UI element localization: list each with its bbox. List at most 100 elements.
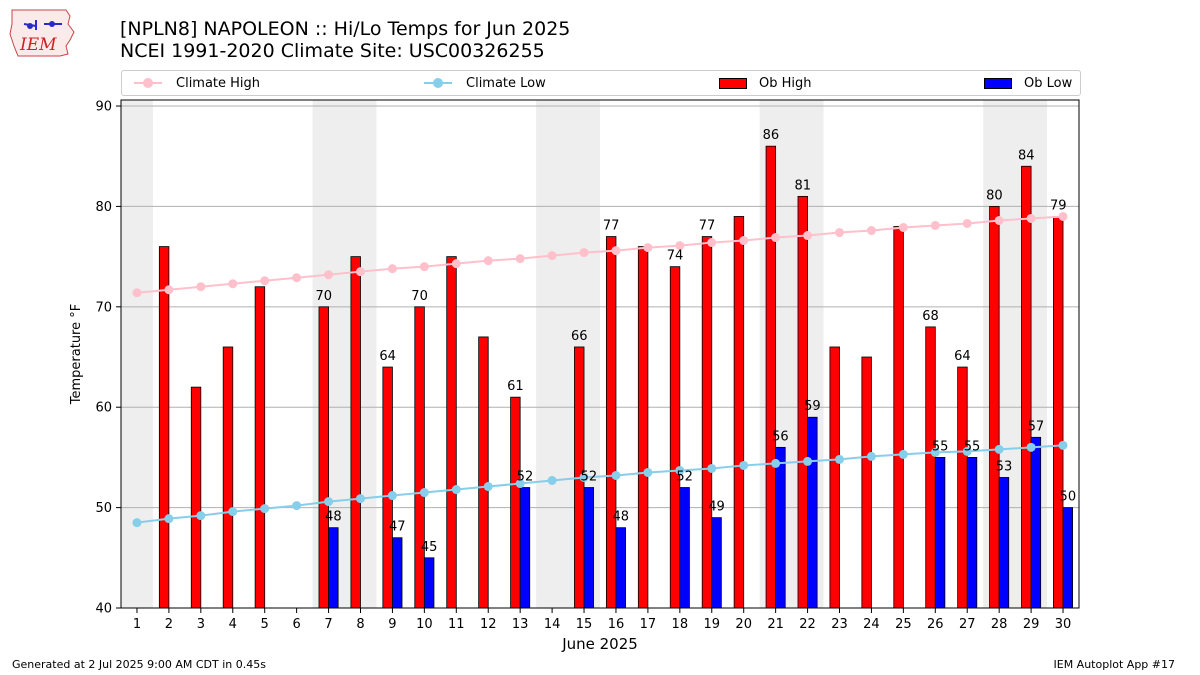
climate-low-point xyxy=(898,449,908,459)
climate-high-point xyxy=(451,259,461,269)
climate-high-point xyxy=(898,223,908,233)
ob-low-bar xyxy=(711,517,722,609)
ob-low-data-label: 55 xyxy=(964,439,981,454)
ob-high-bar xyxy=(510,396,521,609)
x-tick-label: 12 xyxy=(480,617,497,632)
ob-high-bar xyxy=(637,246,649,609)
x-tick-label: 18 xyxy=(672,617,689,632)
climate-low-point xyxy=(260,504,270,514)
y-tick-label: 70 xyxy=(95,300,112,315)
climate-high-point xyxy=(707,238,717,248)
ob-low-bar xyxy=(807,416,818,609)
x-tick-label: 19 xyxy=(703,617,720,632)
x-tick-label: 25 xyxy=(895,617,912,632)
climate-low-point xyxy=(579,472,589,482)
x-tick-label: 30 xyxy=(1055,617,1072,632)
climate-low-point xyxy=(643,467,653,477)
ob-high-data-label: 66 xyxy=(571,329,588,344)
ob-low-data-label: 52 xyxy=(581,470,598,485)
x-tick-label: 8 xyxy=(356,617,364,632)
climate-low-point xyxy=(515,479,525,489)
climate-low-point xyxy=(866,451,876,461)
x-tick-label: 15 xyxy=(576,617,593,632)
legend-item-climate-low: Climate Low xyxy=(424,75,546,91)
climate-low-point xyxy=(1026,442,1036,452)
climate-high-point xyxy=(803,231,813,241)
ob-high-data-label: 70 xyxy=(316,289,333,304)
x-tick-label: 22 xyxy=(799,617,816,632)
ob-high-bar xyxy=(1021,165,1032,609)
ob-high-bar xyxy=(925,326,936,609)
ob-high-bar xyxy=(382,366,393,609)
ob-high-bar xyxy=(669,266,681,609)
x-tick-label: 26 xyxy=(927,617,944,632)
climate-high-point xyxy=(1026,213,1036,223)
x-tick-label: 13 xyxy=(512,617,529,632)
ob-high-data-label: 80 xyxy=(986,188,1003,203)
climate-low-point xyxy=(387,491,397,501)
climate-high-point xyxy=(930,220,940,230)
x-tick-label: 9 xyxy=(388,617,396,632)
climate-high-point xyxy=(260,276,270,286)
climate-low-point xyxy=(547,475,557,485)
ob-high-bar xyxy=(605,236,617,609)
climate-high-point xyxy=(324,270,334,280)
ob-high-data-label: 86 xyxy=(763,128,780,143)
climate-high-point xyxy=(419,262,429,272)
ob-low-data-label: 49 xyxy=(708,500,725,515)
x-tick-label: 5 xyxy=(261,617,269,632)
ob-high-bar xyxy=(701,236,713,609)
ob-low-bar xyxy=(775,446,786,609)
x-tick-label: 28 xyxy=(991,617,1008,632)
x-tick-label: 21 xyxy=(767,617,784,632)
climate-low-point xyxy=(356,494,365,504)
ob-low-bar xyxy=(1030,436,1042,609)
climate-low-point xyxy=(132,518,142,528)
ob-low-bar xyxy=(583,487,595,609)
climate-low-point xyxy=(451,485,461,495)
climate-low-point xyxy=(707,463,717,473)
x-axis-label: June 2025 xyxy=(561,635,638,653)
legend-label: Ob Low xyxy=(1024,75,1073,91)
x-tick-label: 7 xyxy=(324,617,332,632)
climate-low-point xyxy=(803,456,813,466)
ob-high-bar xyxy=(861,356,872,609)
x-tick-label: 4 xyxy=(229,617,237,632)
ob-high-bar xyxy=(1053,216,1064,609)
plot-frame xyxy=(120,99,1080,609)
climate-low-point xyxy=(739,460,749,470)
legend-line-swatch xyxy=(424,78,452,88)
footer-app: IEM Autoplot App #17 xyxy=(1053,658,1176,671)
x-tick-label: 29 xyxy=(1023,617,1040,632)
legend-item-ob-low: Ob Low xyxy=(984,75,1072,91)
climate-low-point xyxy=(324,497,334,507)
logo-text: IEM xyxy=(19,35,57,55)
ob-high-bar xyxy=(222,346,234,609)
ob-low-data-label: 47 xyxy=(389,520,406,535)
climate-high-point xyxy=(387,264,397,274)
iowa-map-logo-icon: IEM xyxy=(9,9,75,57)
ob-high-bar xyxy=(350,256,361,609)
climate-low-point xyxy=(164,514,174,524)
ob-low-bar xyxy=(423,557,435,609)
chart-legend: Climate High Climate Low Ob High Ob Low xyxy=(121,70,1081,96)
legend-bar-swatch xyxy=(984,77,1012,89)
ob-high-bar xyxy=(829,346,840,609)
ob-low-bar xyxy=(966,457,978,609)
climate-low-point xyxy=(483,482,493,492)
ob-high-data-label: 79 xyxy=(1050,198,1067,213)
y-axis-label: Temperature °F xyxy=(69,304,84,405)
ob-low-bar xyxy=(328,527,339,609)
climate-low-point xyxy=(611,470,621,480)
x-tick-label: 2 xyxy=(165,617,173,632)
ob-high-data-label: 81 xyxy=(795,178,812,193)
ob-low-bar xyxy=(392,537,403,609)
iem-logo: IEM xyxy=(8,6,80,58)
ob-high-bar xyxy=(254,286,266,609)
chart-title: [NPLN8] NAPOLEON :: Hi/Lo Temps for Jun … xyxy=(120,18,570,62)
climate-high-point xyxy=(771,233,781,243)
ob-high-bar xyxy=(414,306,425,609)
ob-high-bar xyxy=(989,206,1000,609)
climate-high-point xyxy=(228,279,238,289)
